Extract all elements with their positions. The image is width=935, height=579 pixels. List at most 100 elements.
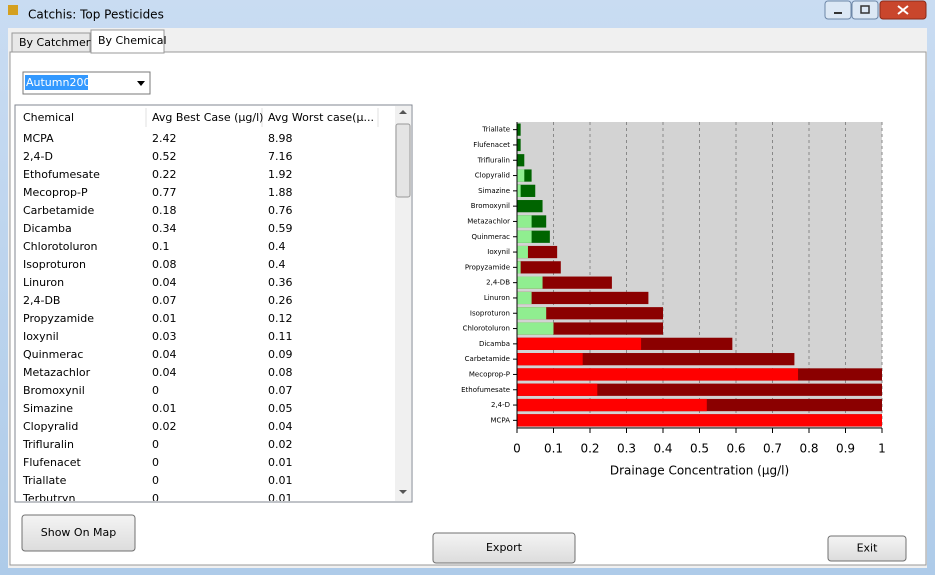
- table-cell: Flufenacet: [23, 456, 82, 469]
- table-cell: 2,4-D: [23, 150, 53, 163]
- table-cell: Quinmerac: [23, 348, 83, 361]
- table-cell: 0.04: [152, 276, 177, 289]
- maximize-button[interactable]: [851, 0, 879, 20]
- table-cell: 0.22: [152, 168, 177, 181]
- x-tick-label: 0.2: [580, 442, 599, 456]
- table-cell: 0: [152, 492, 159, 505]
- table-cell: 0.4: [268, 240, 286, 253]
- table-cell: 0.01: [268, 456, 293, 469]
- table-cell: Simazine: [23, 402, 73, 415]
- table-cell: 0.12: [268, 312, 293, 325]
- table-cell: 0.34: [152, 222, 177, 235]
- bar: [517, 200, 543, 213]
- column-header: Avg Best Case (µg/l): [152, 111, 263, 124]
- y-tick-label: Bromoxynil: [471, 202, 510, 210]
- y-tick-label: Ethofumesate: [461, 386, 510, 394]
- bar: [517, 169, 525, 182]
- table-cell: Isoproturon: [23, 258, 86, 271]
- table-cell: 0.01: [268, 492, 293, 505]
- button-label: Export: [486, 541, 523, 554]
- x-tick-label: 0.3: [617, 442, 636, 456]
- table-cell: 0: [152, 384, 159, 397]
- table-cell: 0.36: [268, 276, 293, 289]
- table-cell: 0.02: [152, 420, 177, 433]
- x-tick-label: 0.7: [763, 442, 782, 456]
- table-cell: 0.01: [152, 402, 177, 415]
- show-on-map-button[interactable]: [21, 514, 136, 552]
- table-cell: Bromoxynil: [23, 384, 85, 397]
- table-rows: MCPA 2.42 8.98 2,4-D 0.52 7.16 Ethofumesate 0.2…: [22, 132, 293, 505]
- bar: [517, 398, 707, 412]
- table-cell: Propyzamide: [23, 312, 94, 325]
- bar: [517, 184, 536, 197]
- x-tick-label: 1: [878, 442, 886, 456]
- table-cell: Metazachlor: [23, 366, 91, 379]
- table-cell: 0.01: [268, 474, 293, 487]
- scroll-thumb[interactable]: [395, 123, 411, 198]
- bar: [517, 307, 547, 320]
- table-cell: 8.98: [268, 132, 293, 145]
- table-cell: 0.09: [268, 348, 293, 361]
- bar: [517, 322, 554, 335]
- table-cell: Carbetamide: [23, 204, 95, 217]
- minimize-button[interactable]: [824, 0, 852, 20]
- y-tick-label: MCPA: [491, 416, 511, 424]
- table-cell: 0.08: [152, 258, 177, 271]
- table-cell: 1.88: [268, 186, 293, 199]
- bar: [517, 307, 663, 320]
- table-cell: 0: [152, 456, 159, 469]
- y-tick-label: Quinmerac: [472, 233, 511, 241]
- table-cell: Chlorotoluron: [23, 240, 98, 253]
- y-tick-label: Propyzamide: [465, 263, 510, 271]
- tab-active[interactable]: [90, 29, 165, 54]
- dropdown-value: Autumn2005: [26, 76, 97, 89]
- bar: [517, 184, 521, 197]
- table-cell: Clopyralid: [23, 420, 78, 433]
- bar: [517, 230, 532, 243]
- bar: [517, 383, 598, 396]
- table-cell: 0.07: [152, 294, 177, 307]
- y-tick-label: Flufenacet: [473, 141, 510, 149]
- table-cell: 0.76: [268, 204, 293, 217]
- bar: [517, 291, 649, 305]
- table-cell: 0.01: [152, 312, 177, 325]
- column-header: Chemical: [23, 111, 74, 124]
- bar: [517, 337, 642, 350]
- table-cell: Triallate: [22, 474, 67, 487]
- y-tick-label: Trifluralin: [477, 156, 510, 164]
- y-tick-label: Carbetamide: [465, 355, 510, 363]
- table-cell: 0.26: [268, 294, 293, 307]
- table-cell: 0: [152, 438, 159, 451]
- x-tick-label: 0.4: [653, 442, 672, 456]
- y-tick-label: Clopyralid: [475, 172, 510, 180]
- table-cell: 0.52: [152, 150, 177, 163]
- bar: [517, 353, 583, 366]
- bar: [517, 261, 561, 274]
- bar: [517, 414, 882, 427]
- exit-button[interactable]: [827, 535, 907, 562]
- table-cell: 0.18: [152, 204, 177, 217]
- bar: [517, 154, 525, 167]
- y-tick-label: Dicamba: [479, 340, 510, 348]
- table-cell: 0.11: [268, 330, 293, 343]
- table-header: [16, 106, 395, 128]
- bar: [517, 215, 532, 228]
- x-tick-label: 0.5: [690, 442, 709, 456]
- table-cell: 7.16: [268, 150, 293, 163]
- table-cell: 0.08: [268, 366, 293, 379]
- tab-label: By Catchment: [19, 36, 98, 49]
- table-cell: 0.05: [268, 402, 293, 415]
- scrollbar[interactable]: [395, 106, 411, 501]
- table-cell: 0.59: [268, 222, 293, 235]
- bar: [517, 368, 799, 381]
- table-cell: Dicamba: [23, 222, 72, 235]
- bar: [517, 291, 532, 305]
- table-cell: Trifluralin: [22, 438, 74, 451]
- window-title: Catchis: Top Pesticides: [28, 8, 164, 22]
- table-cell: 0.77: [152, 186, 177, 199]
- table-cell: 2,4-DB: [23, 294, 60, 307]
- table-cell: 0.07: [268, 384, 293, 397]
- x-axis-label: Drainage Concentration (µg/l): [610, 464, 789, 478]
- export-button[interactable]: [432, 532, 576, 564]
